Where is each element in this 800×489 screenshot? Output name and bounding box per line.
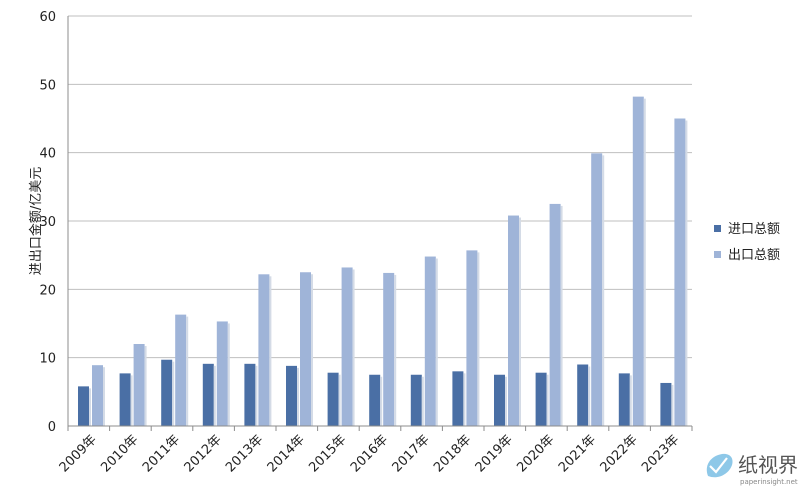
bar-shadow — [227, 323, 230, 426]
bar-shadow — [463, 373, 466, 426]
x-tick-label: 2013年 — [223, 432, 266, 475]
logo-check-icon — [709, 457, 728, 474]
x-tick-label: 2023年 — [639, 432, 682, 475]
watermark-subtext: paperinsight.net — [740, 478, 798, 486]
bar-shadow — [103, 367, 105, 426]
bar-import — [452, 371, 464, 426]
bar-import — [161, 359, 173, 426]
legend-label: 出口总额 — [728, 248, 780, 263]
bar-shadow — [519, 217, 521, 426]
watermark-text: 纸视界 — [738, 453, 798, 477]
bar-export — [632, 96, 644, 426]
bar-export — [508, 215, 519, 426]
bar-shadow — [352, 269, 355, 426]
bar-import — [577, 364, 589, 426]
bar-import — [119, 373, 131, 426]
y-tick-label: 50 — [39, 78, 56, 93]
bar-export — [175, 314, 187, 426]
bar-shadow — [269, 276, 272, 426]
bar-shadow — [477, 252, 480, 426]
bar-shadow — [421, 376, 424, 426]
bar-export — [674, 118, 686, 426]
bar-shadow — [546, 374, 549, 426]
bar-export — [133, 344, 145, 426]
legend-swatch — [714, 251, 721, 258]
bar-import — [78, 386, 89, 426]
legend-swatch — [714, 225, 721, 232]
bar-export — [300, 272, 311, 426]
gridlines — [68, 15, 692, 359]
bar-shadow — [297, 367, 299, 426]
bar-export — [424, 256, 436, 426]
bar-import — [618, 373, 630, 426]
bar-shadow — [338, 374, 341, 426]
bar-export — [466, 250, 478, 426]
bar-export — [549, 203, 561, 426]
y-tick-labels: 0 10 20 30 40 50 60 — [39, 10, 56, 435]
x-tick-label: 2018年 — [431, 432, 474, 475]
bar-shadow — [629, 375, 632, 426]
bar-import — [369, 374, 381, 426]
bar-shadow — [186, 316, 189, 426]
x-tick-label: 2010年 — [98, 432, 141, 475]
bar-export — [591, 153, 603, 426]
y-tick-label: 60 — [39, 10, 56, 25]
x-tick-label: 2020年 — [514, 432, 557, 475]
bar-export — [258, 274, 270, 426]
bar-export — [216, 321, 228, 426]
bar-shadow — [505, 376, 507, 426]
y-tick-label: 10 — [39, 352, 56, 367]
x-tick-label: 2014年 — [265, 432, 308, 475]
bar-shadow — [311, 274, 313, 426]
bar-shadow — [144, 346, 147, 426]
x-tick-label: 2016年 — [348, 432, 391, 475]
legend-label: 进口总额 — [728, 222, 780, 237]
y-tick-label: 40 — [39, 147, 56, 162]
x-tick-labels: 2009年2010年2011年2012年2013年2014年2015年2016年… — [57, 432, 683, 475]
bar-shadow — [213, 365, 216, 426]
bar-import — [494, 374, 505, 426]
x-tick-label: 2012年 — [182, 432, 225, 475]
bar-shadow — [671, 384, 674, 426]
bar-shadow — [588, 366, 591, 426]
bar-import — [286, 365, 297, 426]
bar-shadow — [602, 155, 605, 426]
bars — [78, 96, 688, 426]
bar-shadow — [255, 365, 258, 426]
x-tick-label: 2009年 — [57, 432, 100, 475]
bar-import — [327, 372, 339, 426]
x-tick-label: 2021年 — [556, 432, 599, 475]
bar-shadow — [130, 375, 133, 426]
bar-shadow — [380, 376, 383, 426]
bar-export — [92, 365, 103, 426]
x-tick-label: 2019年 — [473, 432, 516, 475]
y-tick-label: 20 — [39, 283, 56, 298]
bar-import — [244, 363, 256, 426]
y-tick-label: 30 — [39, 215, 56, 230]
y-tick-label: 0 — [48, 420, 56, 435]
x-tick-label: 2015年 — [306, 432, 349, 475]
bar-shadow — [643, 98, 646, 426]
y-axis-label: 进出口金额/亿美元 — [28, 167, 44, 275]
bar-shadow — [560, 205, 563, 426]
x-tick-label: 2022年 — [598, 432, 641, 475]
bar-shadow — [435, 258, 438, 426]
bar-import — [202, 363, 214, 426]
bar-import — [535, 372, 547, 426]
bar-shadow — [89, 388, 91, 426]
bar-import — [410, 374, 422, 426]
bar-export — [341, 267, 353, 426]
bar-shadow — [394, 274, 397, 426]
bar-export — [383, 272, 395, 426]
axes — [67, 16, 693, 431]
bar-shadow — [172, 361, 175, 426]
bar-import — [660, 382, 672, 426]
watermark-logo: 纸视界 paperinsight.net — [706, 453, 798, 486]
bar-shadow — [685, 120, 688, 426]
x-tick-label: 2011年 — [140, 432, 183, 475]
x-tick-label: 2017年 — [390, 432, 433, 475]
